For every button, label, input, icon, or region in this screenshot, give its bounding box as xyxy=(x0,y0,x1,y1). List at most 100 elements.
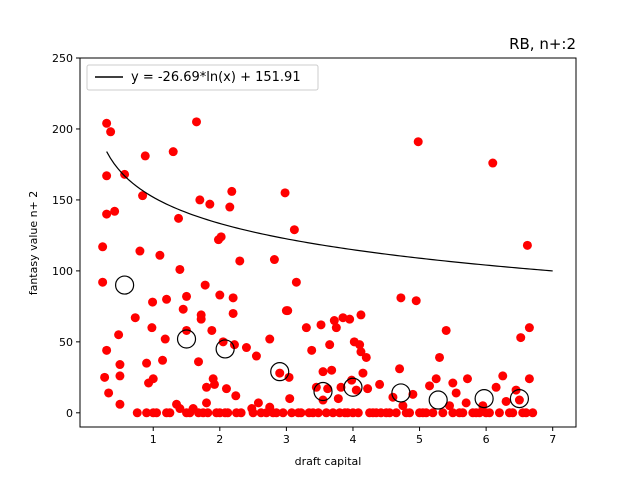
scatter-point xyxy=(395,364,405,374)
scatter-point xyxy=(438,408,448,418)
scatter-point xyxy=(316,320,326,330)
scatter-point xyxy=(165,408,175,418)
scatter-point xyxy=(331,323,341,333)
scatter-point xyxy=(361,352,371,362)
scatter-point xyxy=(396,293,406,303)
scatter-point xyxy=(313,408,323,418)
axes-frame xyxy=(79,57,577,428)
y-tick-label: 250 xyxy=(52,52,73,65)
x-tick-label: 4 xyxy=(349,433,356,446)
scatter-point xyxy=(115,360,125,370)
scatter-point xyxy=(441,325,451,335)
scatter-point xyxy=(215,290,225,300)
scatter-point xyxy=(205,199,215,209)
scatter-point xyxy=(501,396,511,406)
scatter-point xyxy=(98,277,108,287)
scatter-point xyxy=(102,209,112,219)
scatter-point xyxy=(494,408,504,418)
chart-title: RB, n+:2 xyxy=(509,35,576,53)
scatter-point xyxy=(140,151,150,161)
scatter-point xyxy=(347,375,357,385)
scatter-point xyxy=(405,408,415,418)
scatter-point xyxy=(287,408,297,418)
scatter-point xyxy=(225,202,235,212)
scatter-point xyxy=(521,408,531,418)
scatter-point xyxy=(355,340,365,350)
scatter-point xyxy=(528,408,538,418)
scatter-point xyxy=(102,345,112,355)
bin-mean-marker xyxy=(474,389,494,409)
scatter-point xyxy=(203,408,213,418)
x-tick-label: 1 xyxy=(150,433,157,446)
scatter-point xyxy=(142,358,152,368)
scatter-point xyxy=(148,297,158,307)
scatter-point xyxy=(235,256,245,266)
scatter-point xyxy=(265,334,275,344)
scatter-point xyxy=(178,304,188,314)
scatter-point xyxy=(413,137,423,147)
scatter-point xyxy=(448,408,458,418)
scatter-point xyxy=(524,374,534,384)
scatter-point xyxy=(514,395,524,405)
fit-curve xyxy=(106,151,553,272)
x-tick-label: 2 xyxy=(216,433,223,446)
legend-fit-label: y = -26.69*ln(x) + 151.91 xyxy=(131,70,301,85)
scatter-point xyxy=(351,385,361,395)
scatter-point xyxy=(522,240,532,250)
scatter-point xyxy=(228,308,238,318)
bin-mean-marker xyxy=(215,339,235,359)
scatter-point xyxy=(147,323,157,333)
scatter-point xyxy=(207,325,217,335)
scatter-point xyxy=(115,399,125,409)
y-tick-label: 150 xyxy=(52,194,73,207)
scatter-point xyxy=(158,355,168,365)
scatter-point xyxy=(175,264,185,274)
scatter-point xyxy=(168,147,178,157)
scatter-point xyxy=(296,408,306,418)
scatter-point xyxy=(271,408,281,418)
scatter-point xyxy=(445,401,455,411)
scatter-point xyxy=(356,310,366,320)
scatter-point xyxy=(333,394,343,404)
x-tick-label: 5 xyxy=(416,433,423,446)
scatter-point xyxy=(336,382,346,392)
scatter-point xyxy=(323,384,333,394)
scatter-point xyxy=(201,398,211,408)
scatter-point xyxy=(345,314,355,324)
scatter-point xyxy=(311,382,321,392)
scatter-point xyxy=(458,408,468,418)
scatter-point xyxy=(425,381,435,391)
scatter-point xyxy=(431,374,441,384)
scatter-point xyxy=(385,408,395,418)
scatter-point xyxy=(155,250,165,260)
scatter-point xyxy=(291,277,301,287)
scatter-point xyxy=(408,389,418,399)
scatter-point xyxy=(195,195,205,205)
legend-box xyxy=(86,64,319,91)
scatter-point xyxy=(229,340,239,350)
scatter-point xyxy=(200,280,210,290)
scatter-point xyxy=(325,340,335,350)
scatter-point xyxy=(241,343,251,353)
x-tick-label: 3 xyxy=(283,433,290,446)
scatter-point xyxy=(462,374,472,384)
scatter-point xyxy=(451,388,461,398)
bin-mean-marker xyxy=(428,390,448,410)
scatter-point xyxy=(474,408,484,418)
scatter-point xyxy=(289,225,299,235)
scatter-point xyxy=(98,242,108,252)
scatter-point xyxy=(138,191,148,201)
scatter-point xyxy=(280,188,290,198)
scatter-point xyxy=(221,384,231,394)
scatter-point xyxy=(488,158,498,168)
scatter-point xyxy=(327,365,337,375)
scatter-point xyxy=(248,408,258,418)
scatter-point xyxy=(283,306,293,316)
scatter-point xyxy=(375,379,385,389)
x-axis-label: draft capital xyxy=(295,455,362,468)
y-tick-label: 100 xyxy=(52,265,73,278)
scatter-point xyxy=(196,314,206,324)
scatter-point xyxy=(201,382,211,392)
scatter-point xyxy=(269,255,279,265)
